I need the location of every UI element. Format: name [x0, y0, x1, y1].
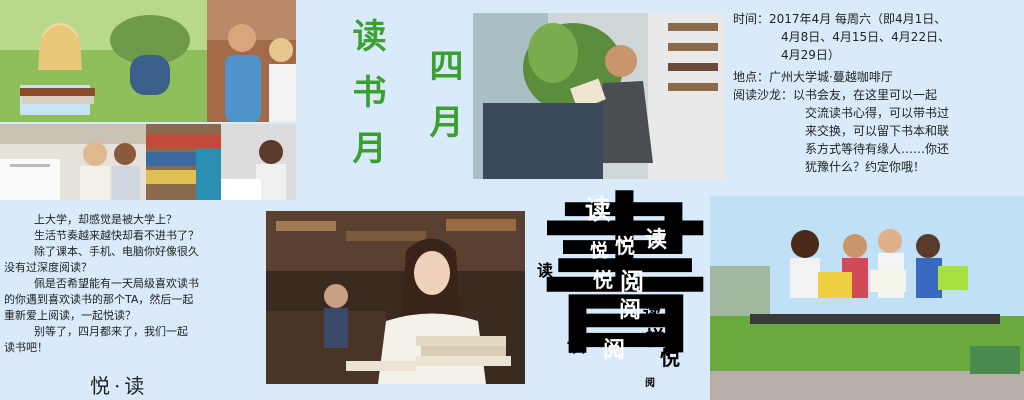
para-line-1: 上大学，却感觉是被大学上？	[34, 213, 177, 226]
para-line-9: 读书吧！	[4, 341, 48, 354]
woman-thinking-photo	[266, 211, 525, 384]
title-reading-month: 读书月	[346, 18, 386, 186]
cal-char-11: 阅	[603, 337, 626, 363]
para-line-5: 佩是否希望能有一天局级喜欢读书	[34, 277, 199, 290]
intro-paragraph: 上大学，却感觉是被大学上？ 生活节奏越来越快却看不进书了？ 除了课本、手机、电脑…	[4, 212, 266, 356]
cal-char-12: 读	[567, 336, 585, 357]
cal-char-7: 悦	[593, 268, 613, 292]
event-info: 时间：2017年4月 每周六（即4月1日、 4月8日、4月15日、4月22日、 …	[733, 10, 1023, 176]
salon-label: 阅读沙龙：	[733, 88, 794, 102]
time-label: 时间：	[733, 12, 770, 26]
cal-char-2: 悦	[615, 234, 635, 258]
cal-char-1: 读	[585, 196, 612, 226]
man-reading-photo	[473, 13, 725, 179]
calligraphy-art: 書 读 悦 读 悦 读 阅 悦 阅 读 悦 阅 读 悦 阅	[535, 177, 710, 392]
salon-value-4: 系方式等待有缘人……你还	[805, 142, 950, 156]
library-group-photo	[0, 124, 146, 200]
time-value-2: 4月8日、4月15日、4月22日、	[781, 30, 951, 44]
cal-char-3: 读	[645, 227, 668, 253]
lawn-girl-photo	[0, 0, 207, 122]
para-line-8: 别等了，四月都来了，我们一起	[34, 325, 188, 338]
para-line-2: 生活节奏越来越快却看不进书了？	[34, 229, 199, 242]
signature: 悦·读	[90, 374, 149, 398]
walking-student-photo	[207, 0, 296, 122]
friends-bench-photo	[710, 196, 1024, 400]
cal-char-5: 读	[537, 261, 554, 280]
place-label: 地点：	[733, 70, 770, 84]
cal-char-4: 悦	[590, 241, 608, 262]
para-line-7: 重新爱上阅读，一起悦读？	[4, 309, 136, 322]
bookshelf-girl-photo	[146, 124, 221, 200]
cal-char-10: 悦	[645, 326, 665, 350]
salon-value-5: 犹豫什么？约定你哦！	[805, 160, 926, 174]
para-line-3: 除了课本、手机、电脑你好像很久	[34, 245, 199, 258]
cal-char-14: 阅	[645, 378, 655, 389]
cal-char-8: 阅	[619, 297, 642, 323]
salon-value-2: 交流读书心得，可以带书过	[805, 106, 950, 120]
campus-students-photo	[221, 124, 296, 200]
para-line-4: 没有过深度阅读？	[4, 261, 92, 274]
cal-char-6: 阅	[620, 267, 644, 296]
time-value-3: 4月29日）	[781, 48, 840, 62]
place-value: 广州大学城·蔓越咖啡厅	[769, 70, 893, 84]
cal-char-9: 读	[643, 304, 661, 325]
title-april: 四月	[423, 48, 463, 160]
big-shu-char: 書	[540, 177, 711, 377]
salon-value-1: 以书会友，在这里可以一起	[793, 88, 938, 102]
time-value: 2017年4月 每周六（即4月1日、	[769, 12, 947, 26]
para-line-6: 的你遇到喜欢读书的那个TA，然后一起	[4, 293, 194, 306]
salon-value-3: 来交换，可以留下书本和联	[805, 124, 950, 138]
cal-char-13: 悦	[660, 346, 680, 370]
